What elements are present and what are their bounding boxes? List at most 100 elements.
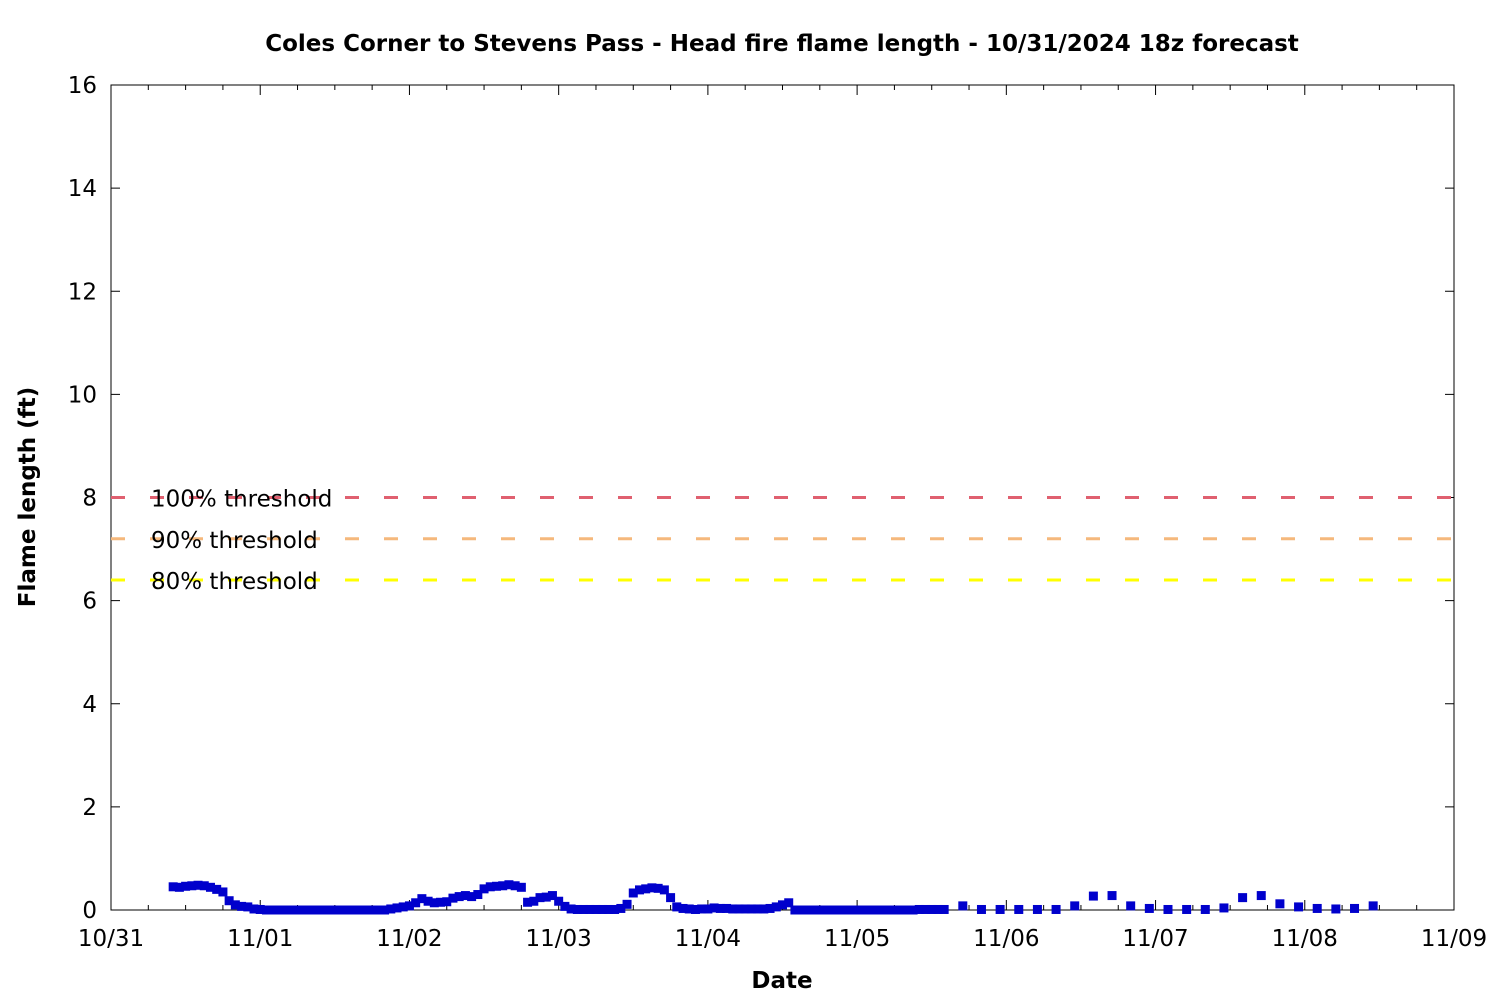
data-point [902,905,912,915]
data-point [311,905,321,915]
data-point [1312,903,1322,913]
data-point [1238,893,1248,903]
y-tick-label: 6 [82,589,97,615]
data-point [1275,899,1285,909]
data-point [212,884,222,894]
data-point [436,897,446,907]
data-point [255,904,265,914]
data-point [224,896,234,906]
data-point [883,905,893,915]
chart-title: Coles Corner to Stevens Pass - Head fire… [265,31,1299,57]
threshold-legend: 100% threshold 90% threshold 80% threshold [151,487,332,596]
data-point [460,891,470,901]
data-point [746,904,756,914]
data-point [610,904,620,914]
data-point [572,904,582,914]
data-point [852,905,862,915]
data-point [958,901,968,911]
data-point [566,904,576,914]
data-point [355,905,365,915]
data-point [330,905,340,915]
data-point [709,903,719,913]
data-point [280,905,290,915]
data-point [274,905,284,915]
data-point [591,904,601,914]
data-point [790,905,800,915]
data-point [877,905,887,915]
data-point [1219,903,1229,913]
x-tick-label: 11/01 [227,926,293,952]
data-point [404,901,414,911]
data-point [666,893,676,903]
data-point [1051,904,1061,914]
data-point [821,905,831,915]
data-point [386,904,396,914]
data-point [647,883,657,893]
x-tick-label: 11/06 [973,926,1039,952]
legend-label: 100% threshold [151,487,332,513]
data-point [1200,904,1210,914]
data-point [448,893,458,903]
y-tick-label: 16 [68,73,97,99]
data-point [479,884,489,894]
data-point [740,904,750,914]
data-point [579,904,589,914]
data-point [187,881,197,891]
data-point [230,900,240,910]
data-point [523,897,533,907]
data-point [429,898,439,908]
data-point [261,905,271,915]
data-point [398,902,408,912]
data-point [771,902,781,912]
x-tick-label: 11/08 [1272,926,1338,952]
data-point [796,905,806,915]
data-point [305,905,315,915]
flame-length-series [168,880,1378,915]
data-point [840,905,850,915]
data-point [392,903,402,913]
data-point [417,894,427,904]
data-point [827,905,837,915]
data-point [181,881,191,891]
data-point [1182,904,1192,914]
data-point [734,904,744,914]
data-point [889,905,899,915]
data-point [815,905,825,915]
data-point [1070,901,1080,911]
legend-label: 90% threshold [151,528,318,554]
data-point [467,892,477,902]
x-tick-label: 11/02 [376,926,442,952]
data-point [697,904,707,914]
data-point [684,904,694,914]
data-point [1256,891,1266,901]
data-point [342,905,352,915]
data-point [554,896,564,906]
data-point [690,904,700,914]
data-point [759,904,769,914]
data-point [529,896,539,906]
data-point [168,882,178,892]
data-point [1088,891,1098,901]
data-point [199,881,209,891]
data-point [218,887,228,897]
data-point [765,903,775,913]
data-point [995,904,1005,914]
data-point [1014,904,1024,914]
data-point [653,883,663,893]
y-tick-label: 2 [82,795,97,821]
data-point [585,904,595,914]
data-point [336,905,346,915]
data-point [1144,903,1154,913]
data-point [367,905,377,915]
data-point [622,899,632,909]
y-tick-label: 10 [68,382,97,408]
data-point [628,888,638,898]
data-point [516,882,526,892]
data-point [243,902,253,912]
data-point [865,905,875,915]
data-point [833,905,843,915]
data-point [976,904,986,914]
data-point [722,903,732,913]
data-point [927,904,937,914]
x-axis: 10/31 11/01 11/02 11/03 11/04 11/05 11/06 11/07… [78,85,1487,952]
